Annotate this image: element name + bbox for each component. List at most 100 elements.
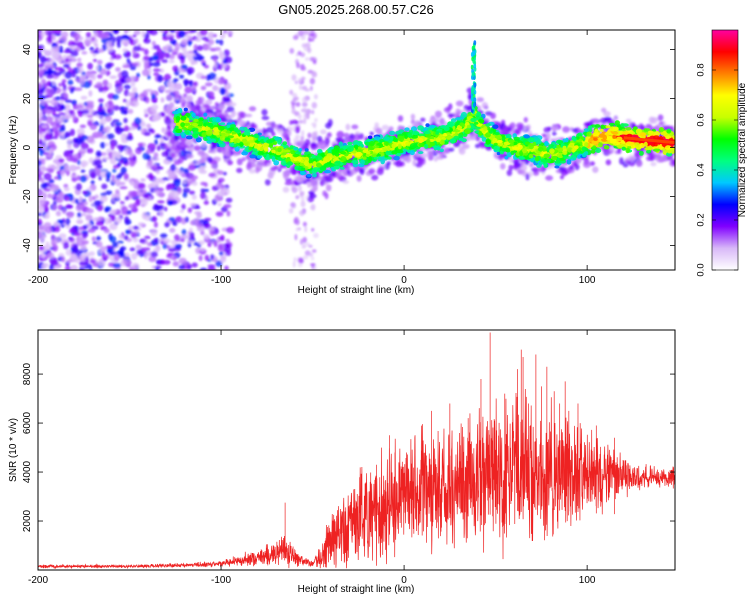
spectrogram-cell [38,94,45,101]
spectrogram-cell [646,149,652,154]
spectrogram-cell [75,105,84,110]
spectrogram-cell [104,217,110,225]
spectrogram-cell [470,133,476,141]
spectrogram-cell [169,190,176,196]
spectrogram-cell [133,30,141,36]
spectrogram-cell [102,79,109,87]
spectrogram-cell [101,183,108,190]
spectrogram-cell [151,216,157,222]
spectrogram-cell [50,98,58,106]
spectrogram-cell [165,94,174,102]
spectrogram-cell [160,97,165,103]
spectrogram-cell [112,168,117,173]
spectrogram-cell [266,162,272,167]
spectrogram-cell [66,212,74,219]
spectrogram-cell [143,108,148,115]
spectrogram-cell [85,32,92,38]
spectrogram-cell [131,62,140,67]
spectrogram-cell [193,49,198,54]
spectrogram-cell [38,190,43,196]
spectrogram-cell [458,147,466,155]
spectrogram-cell [160,111,165,117]
spectrogram-cell [177,170,183,175]
spectrogram-cell [53,176,59,180]
spectrogram-cell [311,142,316,147]
spectrogram-cell [374,122,380,128]
spectrogram-cell [310,263,316,267]
spectrogram-cell [203,43,212,51]
spectrogram-cell [224,144,230,152]
chart-title: GN05.2025.268.00.57.C26 [278,2,433,17]
spectrogram-cell [529,163,534,168]
spectrogram-cell [147,74,151,80]
spectrogram-cell [195,160,202,165]
spectrogram-cell [219,256,227,263]
spectrogram-cell [111,140,116,148]
spectrogram-cell [103,228,110,234]
spectrogram-cell [150,107,156,112]
spectrogram-cell [38,51,42,58]
spectrogram-cell [194,219,200,225]
spectrogram-cell [187,54,194,62]
spectrogram-cell [508,164,514,171]
spectrogram-cell [111,52,116,60]
spectrogram-cell [144,96,150,104]
spectrogram-cell [461,143,470,149]
spectrogram-cell [300,200,306,208]
spectrogram-cell [72,243,79,250]
spectrogram-cell [490,112,496,120]
spectrogram-cell [40,30,45,39]
spectrogram-cell [193,145,201,151]
spectrogram-cell [111,214,116,222]
spectrogram-cell [281,131,289,138]
spectrogram-cell [292,35,299,40]
spectrogram-cell [87,72,94,79]
spectrogram-cell [131,262,140,270]
spectrogram-cell [277,139,282,145]
spectrogram-cell [303,102,307,107]
spectrogram-cell [568,165,574,170]
spectrogram-cell [44,103,49,109]
spectrogram-cell [217,177,225,183]
spectrogram-cell [547,126,552,131]
spectrogram-cell [191,262,198,268]
spectrogram-cell [54,67,64,71]
spectrogram-cell [38,118,42,125]
spectrogram-cell [50,46,60,54]
spectrogram-cell [395,160,403,168]
spectrogram-cell [301,195,305,203]
spectrogram-cell [308,244,313,248]
spectrogram-cell [44,226,53,234]
spectrogram-cell [123,235,129,241]
spectrogram-cell [602,148,610,153]
spectrogram-cell [38,224,46,230]
spectrogram-cell [291,186,298,194]
spectrogram-cell [189,175,198,180]
spectrogram-cell [54,226,61,233]
spectrogram-cell [59,165,66,171]
spectrogram-cell [69,88,74,94]
spectrogram-cell [89,259,96,264]
spectrogram-cell [41,158,46,166]
spectrogram-cell [633,152,640,158]
spectrogram-cell [91,236,96,242]
spectrogram-cell [359,167,365,176]
spectrogram-cell [294,134,301,139]
spectrogram-cell [135,244,142,250]
spectrogram-cell [213,61,218,69]
spectrogram-cell [368,168,376,175]
spectrogram-cell [167,199,174,206]
spectrogram-cell [64,265,71,270]
spectrogram-cell [237,119,244,127]
spectrogram-cell [74,198,80,204]
spectrogram-cell [311,109,315,115]
spectrogram-cell [292,170,297,176]
spectrogram-cell [217,202,222,207]
spectrogram-cell [154,134,163,139]
spectrogram-cell [133,225,139,230]
spectrogram-cell [210,163,218,169]
spectrogram-cell [119,181,126,186]
spectrogram-cell [181,38,189,46]
spectrogram-cell [339,166,345,170]
